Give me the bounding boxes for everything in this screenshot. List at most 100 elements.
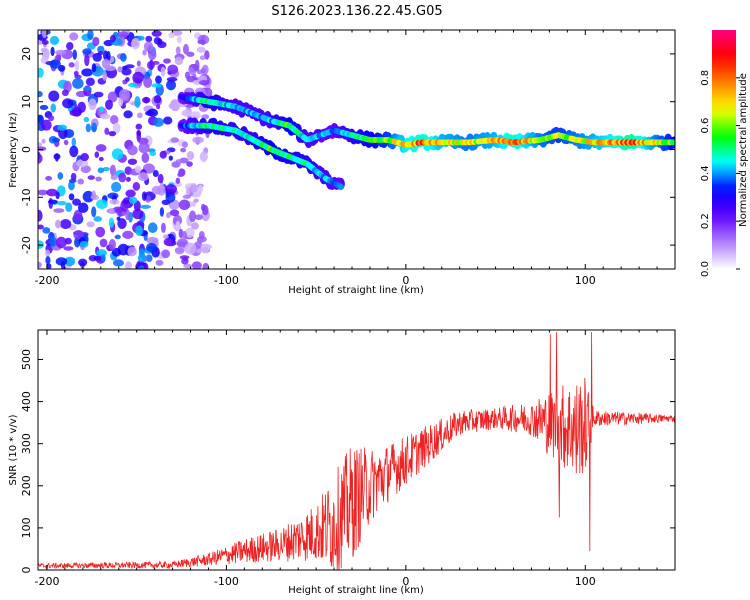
- spectrogram-noise-cell: [151, 30, 162, 37]
- snr-x-tick-label: 100: [575, 575, 596, 588]
- spec-y-tick-label: 20: [20, 47, 33, 61]
- spectrogram-noise-cell: [108, 130, 117, 137]
- spectrogram-noise-cell: [151, 185, 162, 195]
- spectrogram-noise-cell: [107, 91, 118, 103]
- spectrogram-noise-cell: [190, 222, 199, 230]
- spectrogram-noise-cell: [179, 157, 189, 164]
- spectrogram-noise-cell: [65, 202, 73, 212]
- snr-y-tick-label: 400: [20, 391, 33, 412]
- spectrogram-noise-cell: [73, 70, 79, 77]
- colorbar-tick-label: 0.0: [700, 261, 711, 277]
- spectrogram-noise-cell: [109, 114, 119, 125]
- spectrogram-noise-cell: [49, 35, 60, 45]
- spectrogram-noise-cell: [175, 177, 181, 184]
- spectrogram-noise-cell: [138, 172, 149, 182]
- spectrogram-noise-cell: [117, 31, 129, 38]
- spectrogram-noise-cell: [160, 222, 166, 234]
- spectrogram-noise-cell: [175, 46, 181, 55]
- snr-x-tick-label: -200: [34, 575, 59, 588]
- spectrogram-noise-cell: [198, 184, 204, 194]
- spectrogram-noise-cell: [38, 261, 42, 269]
- snr-y-tick-label: 0: [20, 567, 33, 574]
- spectrogram-noise-cell: [155, 259, 164, 266]
- spectrogram-noise-cell: [63, 139, 69, 146]
- spectrogram-noise-cell: [109, 34, 116, 43]
- spectrogram-noise-cell: [132, 208, 144, 220]
- spectrogram-noise-cell: [46, 188, 58, 197]
- spectrogram-noise-cell: [68, 180, 75, 191]
- spectrogram-noise-cell: [117, 243, 130, 256]
- colorbar-tick-label: 0.8: [700, 70, 711, 86]
- spectrogram-noise-cell: [189, 210, 197, 223]
- spectrogram-noise-cell: [159, 181, 164, 193]
- spectrogram-noise-cell: [166, 212, 171, 219]
- spectrogram-noise-cell: [91, 206, 97, 218]
- spectrogram-image: [38, 30, 675, 269]
- spectrogram-noise-cell: [85, 123, 91, 133]
- spectrogram-noise-cell: [141, 152, 150, 164]
- spectrogram-noise-cell: [141, 191, 147, 201]
- spectrogram-noise-cell: [95, 144, 107, 152]
- spectrogram-noise-cell: [122, 230, 134, 239]
- spectrogram-noise-cell: [90, 122, 98, 133]
- spectrogram-noise-cell: [160, 66, 166, 77]
- spectrogram-noise-cell: [109, 199, 120, 205]
- spectrogram-noise-cell: [45, 249, 51, 257]
- spectrogram-noise-cell: [92, 36, 100, 47]
- spec-x-tick-label: -100: [214, 274, 239, 287]
- spectrogram-noise-cell: [91, 190, 97, 200]
- spectrogram-noise-cell: [91, 63, 97, 73]
- spectrogram-noise-cell: [143, 41, 154, 52]
- spectrogram-noise-cell: [73, 209, 83, 222]
- spectrogram-noise-cell: [85, 77, 95, 87]
- spectrogram-noise-cell: [197, 39, 206, 45]
- spectrogram-noise-cell: [116, 216, 121, 221]
- spectrogram-noise-cell: [163, 58, 171, 64]
- snr-x-tick-label: -100: [214, 575, 239, 588]
- spectrogram-noise-cell: [104, 127, 110, 135]
- spectrogram-noise-cell: [191, 261, 202, 269]
- spec-y-tick-label: -10: [20, 188, 33, 206]
- colorbar-label: Normalized spectral amplitude: [738, 73, 749, 227]
- spectrogram-noise-cell: [70, 172, 77, 181]
- spectrogram-noise-cell: [108, 217, 115, 228]
- spectrogram-noise-cell: [77, 101, 86, 113]
- spectrogram-noise-cell: [38, 189, 48, 196]
- spectrogram-noise-cell: [135, 225, 143, 236]
- spectrogram-noise-cell: [182, 43, 189, 55]
- spectrogram-noise-cell: [40, 47, 47, 53]
- spectrogram-noise-cell: [151, 83, 162, 88]
- snr-x-tick-label: 0: [402, 575, 409, 588]
- spectrogram-noise-cell: [47, 199, 59, 204]
- spec-x-tick-label: 0: [402, 274, 409, 287]
- spectrogram-noise-cell: [186, 150, 195, 161]
- snr-y-tick-label: 100: [20, 517, 33, 538]
- spectrogram-noise-cell: [71, 137, 77, 148]
- spectrogram-noise-cell: [137, 253, 147, 263]
- spectrogram-noise-cell: [163, 116, 173, 125]
- spectrogram-noise-cell: [83, 116, 90, 123]
- spectrogram-noise-cell: [109, 164, 116, 177]
- spectrogram-noise-cell: [117, 66, 123, 73]
- spectrogram-noise-cell: [53, 208, 65, 213]
- spectrogram-noise-cell: [49, 236, 57, 247]
- spectrogram-noise-cell: [123, 110, 133, 119]
- spectrogram-noise-cell: [127, 158, 138, 165]
- spectrogram-noise-cell: [95, 176, 102, 182]
- spectrogram-noise-cell: [186, 161, 193, 167]
- spectrogram-noise-cell: [55, 219, 62, 229]
- spectrogram-noise-cell: [174, 247, 185, 255]
- spectrogram-noise-cell: [157, 41, 167, 49]
- snr-y-tick-label: 500: [20, 349, 33, 370]
- spectrogram-noise-cell: [184, 242, 197, 255]
- spectrogram-noise-cell: [98, 156, 104, 162]
- spectrogram-noise-cell: [162, 234, 169, 239]
- spectrogram-noise-cell: [45, 175, 53, 181]
- spectrogram-noise-cell: [186, 51, 195, 57]
- snr-y-axis: 0 100 200 300 400 500: [20, 349, 675, 574]
- spectrogram-noise-cell: [144, 110, 155, 116]
- spectrogram-noise-cell: [169, 209, 180, 217]
- spectrogram-noise-cell: [97, 167, 105, 174]
- spectrogram-noise-cell: [49, 59, 61, 69]
